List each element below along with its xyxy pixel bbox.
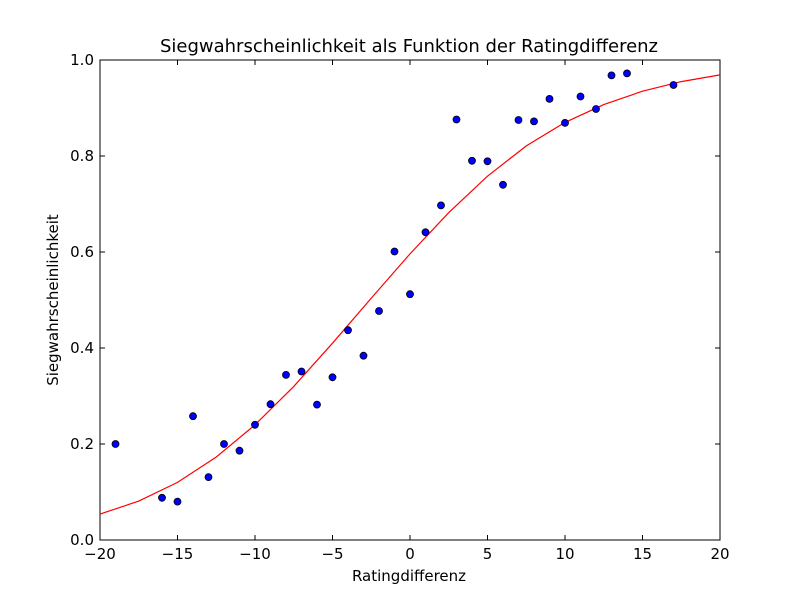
y-axis-ticks: 0.0 0.2 0.4 0.6 0.8 1.0 (70, 51, 720, 549)
x-tick-label: −5 (321, 545, 343, 563)
data-point (530, 117, 538, 126)
data-point (375, 307, 383, 315)
fit-curve-layer (99, 74, 721, 515)
data-point (220, 440, 228, 448)
data-point (111, 440, 120, 448)
x-tick-label: 10 (555, 545, 574, 563)
data-point (204, 473, 213, 482)
data-point (266, 400, 275, 409)
x-tick-label: 5 (483, 545, 493, 563)
x-tick-label: 15 (633, 545, 652, 563)
data-point (390, 247, 399, 256)
data-point (189, 412, 197, 421)
data-point (158, 493, 166, 502)
data-point (328, 373, 337, 382)
x-axis-label: Ratingdifferenz (352, 567, 466, 585)
data-point (437, 201, 445, 210)
data-point (297, 367, 306, 376)
fit-curve (99, 74, 721, 515)
data-point (359, 351, 368, 360)
y-axis-label: Siegwahrscheinlichkeit (44, 214, 62, 386)
x-axis-ticks: −20 −15 −10 −5 0 5 10 15 20 (84, 60, 730, 563)
data-point (313, 400, 321, 409)
data-point (235, 446, 244, 455)
data-point (452, 115, 461, 124)
data-point (576, 92, 585, 101)
y-tick-label: 0.8 (70, 147, 94, 165)
data-point (545, 95, 554, 103)
axes-frame (99, 59, 721, 541)
chart-title: Siegwahrscheinlichkeit als Funktion der … (160, 36, 658, 57)
data-points-layer (111, 69, 678, 506)
data-point (607, 71, 616, 80)
y-tick-label: 0.6 (70, 243, 94, 261)
data-point (669, 81, 678, 89)
x-tick-label: 20 (710, 545, 729, 563)
data-point (514, 116, 523, 124)
x-tick-label: −20 (84, 545, 116, 563)
data-point (592, 105, 600, 113)
data-point (623, 69, 631, 78)
data-point (173, 497, 182, 506)
data-point (251, 420, 259, 429)
plot-area: −20 −15 −10 −5 0 5 10 15 20 0.0 0.2 0.4 0.6 0.8 1.0 (70, 51, 729, 563)
y-tick-label: 1.0 (70, 51, 94, 69)
y-tick-label: 0.0 (70, 531, 94, 549)
data-point (421, 228, 430, 237)
y-tick-label: 0.4 (70, 339, 94, 357)
y-tick-label: 0.2 (70, 435, 94, 453)
x-tick-label: 0 (405, 545, 415, 563)
x-tick-label: −10 (239, 545, 271, 563)
data-point (282, 370, 290, 379)
data-point (483, 157, 492, 166)
data-point (406, 290, 414, 299)
data-point (344, 326, 352, 335)
data-point (561, 119, 569, 127)
data-point (499, 180, 507, 189)
data-point (468, 156, 476, 165)
x-tick-label: −15 (162, 545, 194, 563)
